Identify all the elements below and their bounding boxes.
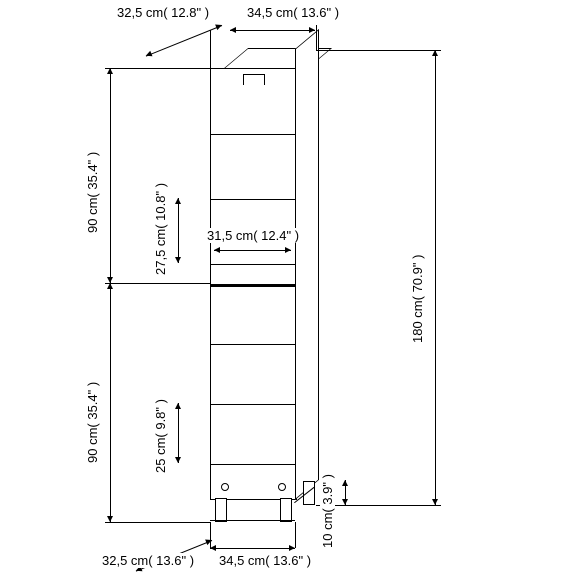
label-width-top: 34,5 cm( 13.6" ) — [245, 5, 341, 20]
ext-top-2 — [316, 25, 317, 50]
label-height-total: 180 cm( 70.9" ) — [410, 253, 425, 345]
dim-height-total — [435, 50, 436, 505]
ext-lower-bot — [105, 522, 210, 523]
dim-height-upper — [110, 68, 111, 283]
dim-width-bottom — [210, 548, 295, 549]
label-leg-height: 10 cm( 3.9" ) — [320, 472, 335, 550]
label-width-bottom: 34,5 cm( 13.6" ) — [217, 553, 313, 568]
leg-front-right — [280, 498, 292, 522]
hole-left — [221, 483, 229, 491]
shelf-1 — [211, 134, 296, 135]
label-inner-width: 31,5 cm( 12.4" ) — [205, 228, 301, 243]
shelf-2 — [211, 199, 296, 200]
dim-shelf-lower — [178, 403, 179, 463]
ext-total-top — [316, 50, 441, 51]
cabinet-side-face — [295, 29, 319, 500]
label-depth-bottom: 32,5 cm( 13.6" ) — [100, 553, 196, 568]
wall-bracket — [243, 74, 265, 85]
label-height-lower: 90 cm( 35.4" ) — [85, 380, 100, 465]
dim-leg-height — [345, 480, 346, 505]
leg-front-left — [215, 498, 227, 522]
shelf-3 — [211, 264, 296, 265]
ext-upper-bot — [105, 283, 210, 284]
cabinet-body — [210, 68, 297, 500]
hole-right — [278, 483, 286, 491]
label-shelf-lower: 25 cm( 9.8" ) — [153, 397, 168, 475]
ext-bot-2 — [295, 522, 296, 548]
label-shelf-upper: 27,5 cm( 10.8" ) — [153, 181, 168, 277]
shelf-5 — [211, 404, 296, 405]
dim-shelf-upper — [178, 198, 179, 263]
ext-upper-top — [105, 68, 210, 69]
label-depth-top: 32,5 cm( 12.8" ) — [115, 5, 211, 20]
shelf-6 — [211, 464, 296, 465]
label-height-upper: 90 cm( 35.4" ) — [85, 150, 100, 235]
ext-top-1 — [210, 30, 211, 68]
shelf-divider — [211, 284, 296, 287]
shelf-4 — [211, 344, 296, 345]
ext-bot-1 — [210, 522, 211, 548]
base-front — [210, 520, 295, 523]
dimension-diagram: 32,5 cm( 12.8" ) 34,5 cm( 13.6" ) 90 cm(… — [0, 0, 584, 584]
dim-width-top — [230, 30, 315, 31]
dim-inner-width — [214, 250, 291, 251]
dim-height-lower — [110, 283, 111, 522]
